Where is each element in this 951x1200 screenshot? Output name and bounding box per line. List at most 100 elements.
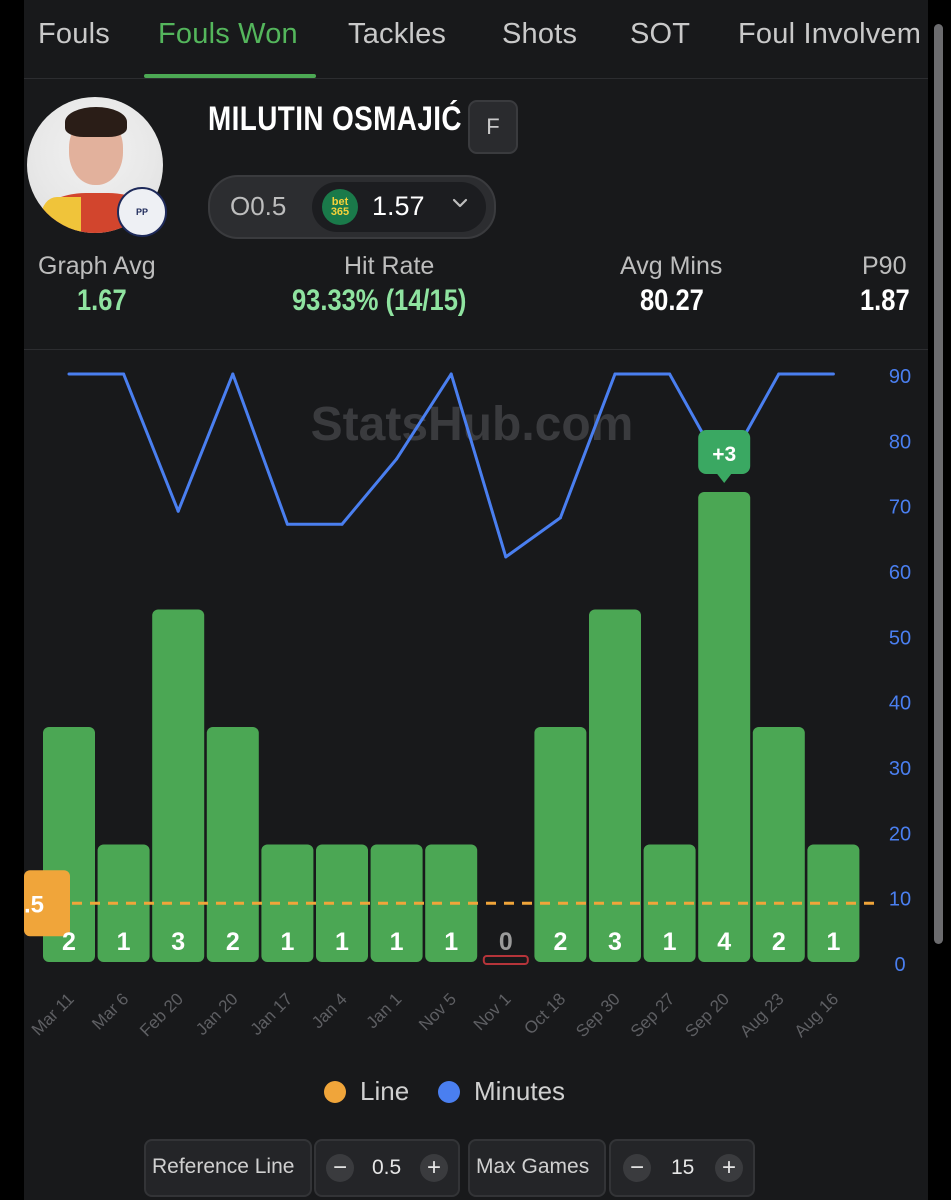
chevron-down-icon [450,193,470,219]
x-tick-label: Jan 17 [247,989,297,1039]
bar-value-label: 0 [499,928,513,956]
hit-rate-value: 93.33% (14/15) [292,284,467,317]
x-tick-label: Jan 4 [308,989,351,1032]
max-games-value: 15 [671,1156,695,1179]
minutes-point[interactable] [67,372,71,376]
bar-value-label: 1 [444,928,458,956]
tab-tackles[interactable]: Tackles [348,18,447,50]
y-axis-tick: 90 [889,366,911,388]
reference-line-value: 0.5 [372,1156,402,1179]
minutes-point[interactable] [668,372,672,376]
divider [24,349,928,350]
x-tick-label: Oct 18 [520,989,569,1038]
x-tick-label: Jan 20 [192,989,242,1039]
bar[interactable] [152,609,205,963]
p90-label: P90 [862,252,907,280]
minutes-point[interactable] [831,372,835,376]
hit-rate-label: Hit Rate [344,252,435,280]
bar-value-label: 1 [663,928,677,956]
bar-value-label: 2 [553,928,567,956]
bar[interactable] [261,844,314,963]
legend-minutes-label: Minutes [474,1076,566,1106]
avatar-shirt-stripe [41,197,81,233]
stat-tabs: Fouls Fouls Won Tackles Shots SOT Foul I… [24,0,928,79]
minutes-point[interactable] [777,372,781,376]
bar-value-label: 1 [117,928,131,956]
minutes-point[interactable] [504,555,508,559]
bar[interactable] [589,609,641,963]
minutes-point[interactable] [122,372,126,376]
legend-line-label: Line [360,1076,410,1106]
minutes-point[interactable] [613,372,617,376]
minutes-point[interactable] [395,457,399,461]
tab-shots[interactable]: Shots [502,18,578,50]
odds-price: 1.57 [372,191,425,221]
avg-mins-label: Avg Mins [620,252,723,280]
bar[interactable] [752,727,805,962]
legend-line[interactable]: Line [324,1076,409,1107]
annotation-label: +3 [712,443,736,466]
y-axis-tick: 20 [889,823,911,845]
reference-line-tag[interactable] [24,870,70,937]
x-tick-label: Aug 16 [791,989,843,1041]
tab-fouls[interactable]: Fouls [38,18,110,50]
x-tick-label: Sep 20 [681,989,733,1041]
x-tick-label: Nov 5 [415,989,460,1034]
odds-selector[interactable]: O0.5 bet 365 1.57 [208,175,496,239]
x-tick-label: Feb 20 [136,989,187,1040]
plus-icon[interactable]: + [715,1154,743,1182]
bar-value-label: 3 [171,928,185,956]
bar-value-label: 1 [390,928,404,956]
x-tick-label: Jan 1 [363,989,406,1032]
bar-value-label: 2 [226,928,240,956]
max-games-control: Max Games [468,1139,606,1197]
legend-minutes[interactable]: Minutes [438,1076,565,1107]
tab-foul-involvement[interactable]: Foul Involvem [738,18,922,50]
odds-dropdown[interactable]: bet 365 1.57 [312,182,486,232]
reference-line-label: Reference Line [152,1155,295,1178]
minutes-point[interactable] [449,372,453,376]
tab-fouls-won[interactable]: Fouls Won [158,18,298,50]
player-name: MILUTIN OSMAJIĆ [208,100,462,138]
x-tick-label: Mar 11 [28,989,78,1039]
bar[interactable] [698,492,751,962]
x-tick-label: Nov 1 [470,989,515,1034]
minutes-point[interactable] [285,522,289,526]
bar-value-label: 1 [335,928,349,956]
bar[interactable] [206,727,259,962]
bar-value-label: 2 [772,928,786,956]
bar[interactable] [97,844,150,963]
y-axis-tick: 60 [889,562,911,584]
x-tick-label: Aug 23 [736,989,788,1041]
scrollbar[interactable] [934,24,943,944]
bar-value-label: 4 [717,928,731,956]
avatar-hair [65,107,127,137]
bar-value-label: 1 [826,928,840,956]
y-axis-tick: 30 [889,758,911,780]
tab-sot[interactable]: SOT [630,18,691,50]
minutes-point[interactable] [176,509,180,513]
minutes-point[interactable] [231,372,235,376]
bar-value-label: 3 [608,928,622,956]
bet365-logo-icon: bet 365 [322,189,358,225]
minus-icon[interactable]: − [326,1154,354,1182]
reference-line-control: Reference Line [144,1139,312,1197]
p90-value: 1.87 [860,284,910,317]
graph-avg-label: Graph Avg [38,252,156,280]
y-axis-tick: 10 [889,889,911,911]
graph-avg-value: 1.67 [77,284,127,317]
bar-zero[interactable] [482,955,529,965]
avg-mins-value: 80.27 [640,284,704,317]
minus-icon[interactable]: − [623,1154,651,1182]
plus-icon[interactable]: + [420,1154,448,1182]
bar-value-label: 1 [280,928,294,956]
bar[interactable] [534,727,587,962]
minutes-point[interactable] [340,522,344,526]
minutes-point[interactable] [558,516,562,520]
annotation-badge [698,430,751,474]
max-games-label: Max Games [476,1155,590,1178]
stats-panel: Fouls Fouls Won Tackles Shots SOT Foul I… [24,0,928,1200]
y-axis-tick: 40 [889,693,911,715]
y-axis-tick: 0 [894,954,905,976]
